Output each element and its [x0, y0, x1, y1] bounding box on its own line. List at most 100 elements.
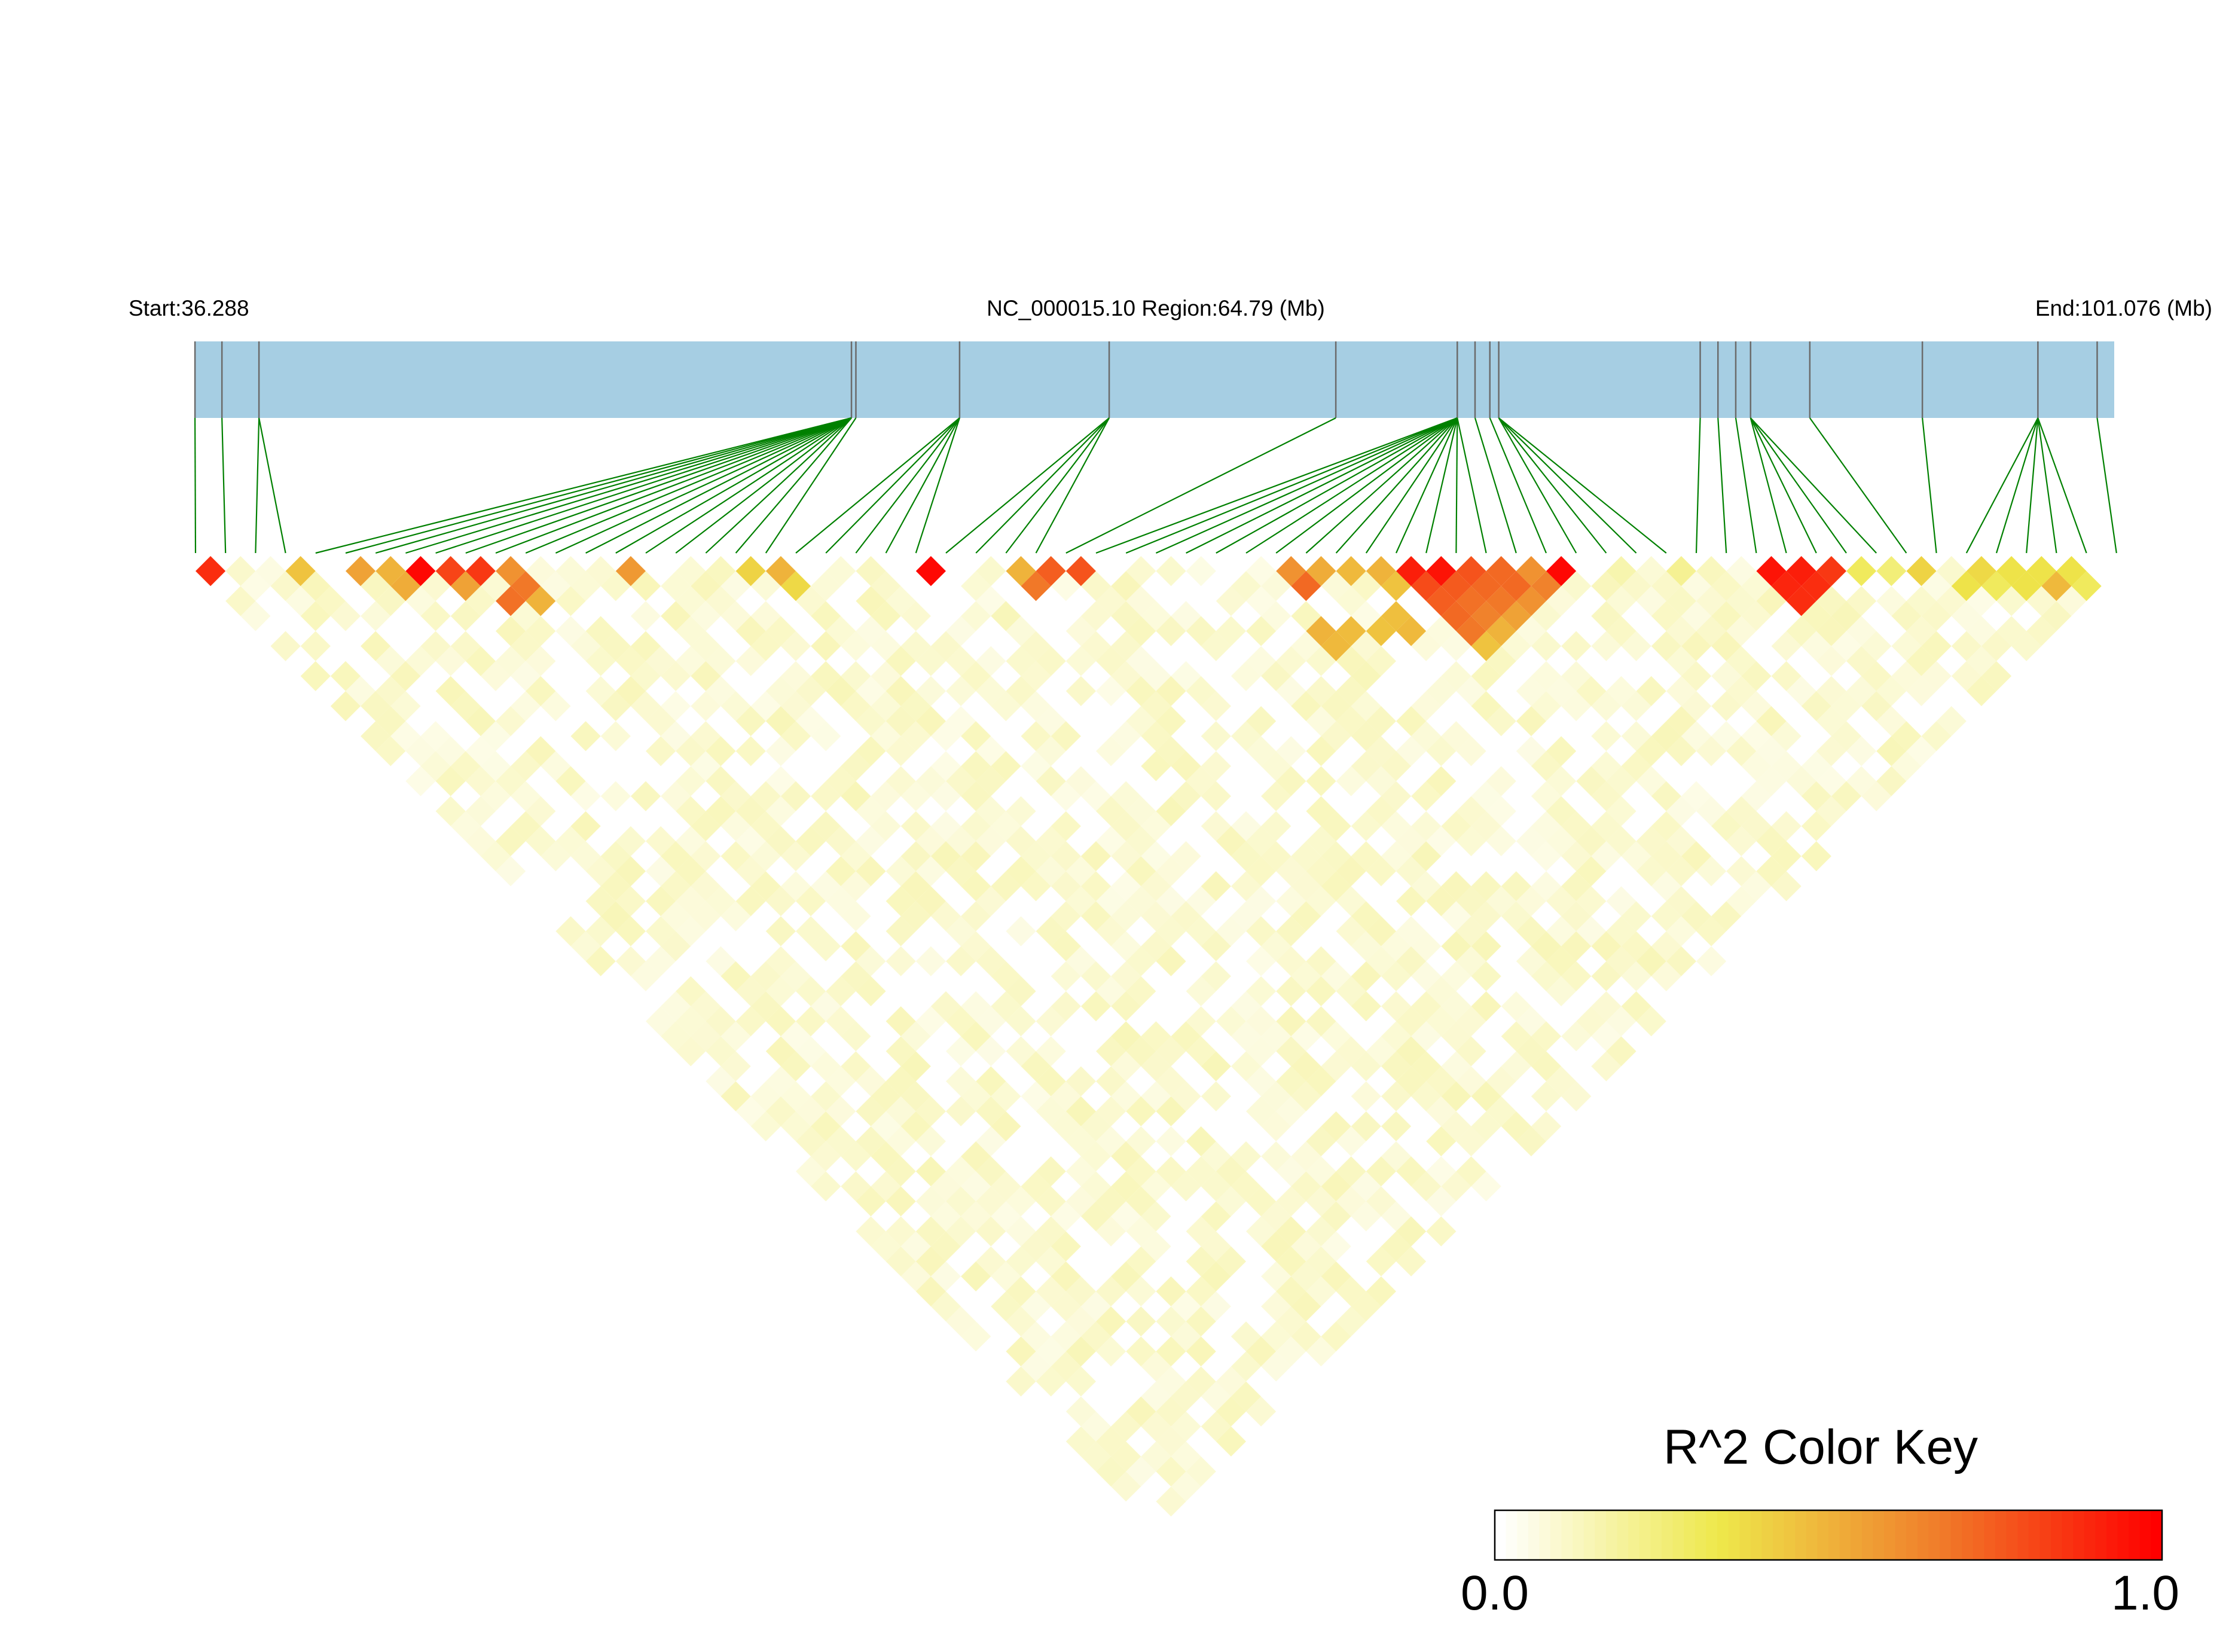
ld-cell: [1561, 1021, 1592, 1052]
ld-cell: [1201, 1411, 1231, 1442]
ld-cell: [1126, 1156, 1156, 1187]
ld-cell: [1336, 616, 1366, 646]
ld-cell: [1726, 646, 1757, 676]
ld-cell: [946, 1156, 976, 1187]
ld-cell: [811, 601, 841, 631]
ld-cell: [691, 1021, 721, 1052]
ld-cell: [1006, 1366, 1036, 1397]
color-key-swatch: [1617, 1510, 1629, 1560]
header-labels: Start:36.288 NC_000015.10 Region:64.79 (…: [129, 296, 2212, 320]
ld-cell: [1381, 571, 1412, 601]
ld-cell: [1426, 886, 1457, 917]
ld-cell: [1096, 1036, 1126, 1067]
color-key-swatch: [1839, 1510, 1851, 1560]
ld-cell: [1246, 1336, 1277, 1367]
ld-cell: [1726, 856, 1757, 887]
ld-cell: [1065, 1126, 1096, 1156]
ld-cell: [735, 1006, 766, 1037]
ld-cell: [796, 826, 826, 856]
snp-connector: [375, 417, 852, 554]
ld-cell: [1501, 1111, 1531, 1141]
ld-cell: [420, 721, 451, 752]
ld-cell: [1156, 1396, 1186, 1427]
ld-cell: [1336, 1126, 1366, 1156]
color-key-swatch: [1728, 1510, 1740, 1560]
ld-cell: [1501, 901, 1531, 932]
ld-cell: [1111, 931, 1141, 961]
ld-cell: [1201, 691, 1231, 722]
ld-cell: [1306, 676, 1336, 706]
ld-cell: [1756, 826, 1787, 856]
ld-cell: [1396, 1156, 1427, 1187]
ld-cell: [630, 961, 661, 991]
ld-cell: [541, 691, 571, 722]
ld-cell: [1546, 736, 1577, 767]
ld-cell: [1171, 1381, 1201, 1412]
color-key-swatch: [2039, 1510, 2051, 1560]
ld-cell: [1171, 601, 1201, 631]
ld-cell: [1756, 856, 1787, 887]
ld-cell: [1996, 586, 2027, 616]
ld-cell: [1471, 571, 1501, 601]
ld-cell: [1051, 1111, 1081, 1141]
color-key-swatch: [2106, 1510, 2118, 1560]
ld-cell: [676, 586, 706, 616]
ld-cell: [1741, 811, 1772, 841]
ld-cell: [2026, 556, 2057, 587]
ld-cell: [1051, 871, 1081, 902]
ld-cell: [496, 766, 526, 796]
ld-cell: [1591, 931, 1622, 961]
ld-cell: [1921, 721, 1952, 752]
ld-cell: [1516, 826, 1546, 856]
ld-cell: [1080, 571, 1112, 601]
ld-cell: [585, 916, 616, 946]
ld-cell: [886, 1156, 916, 1187]
ld-cell: [1471, 691, 1501, 722]
snp-connector: [615, 417, 852, 554]
ld-cell: [600, 871, 631, 902]
ld-cell: [1606, 886, 1636, 917]
ld-cell: [600, 781, 631, 811]
ld-cell: [1786, 766, 1816, 796]
ld-cell: [1411, 841, 1442, 872]
snp-connector: [1335, 417, 1458, 554]
ld-cell: [465, 826, 496, 856]
ld-cell: [691, 751, 721, 781]
ld-cell: [1261, 751, 1291, 781]
ld-cell: [1126, 676, 1156, 706]
ld-cell: [961, 991, 991, 1022]
ld-cell: [1096, 736, 1126, 767]
ld-cell: [1201, 961, 1231, 991]
ld-cell: [676, 796, 706, 826]
ld-cell: [1141, 601, 1171, 631]
ld-cell: [1591, 631, 1622, 661]
snp-connector: [255, 417, 260, 554]
ld-cell: [480, 721, 511, 752]
ld-cell: [1201, 1381, 1231, 1412]
ld-cell: [765, 736, 796, 767]
ld-cell: [1261, 781, 1291, 811]
color-key-swatch: [1539, 1510, 1551, 1560]
ld-cell: [1321, 721, 1351, 752]
ld-cell: [1351, 901, 1381, 932]
ld-cell: [1771, 841, 1802, 872]
ld-cell: [1546, 886, 1577, 917]
ld-cell: [1291, 1051, 1321, 1082]
ld-cell: [1486, 766, 1516, 796]
ld-cell: [1186, 1456, 1216, 1487]
ld-cell: [585, 856, 616, 887]
ld-cell: [1381, 1081, 1412, 1111]
ld-cell: [1816, 616, 1846, 646]
ld-cell: [915, 1186, 946, 1217]
ld-cell: [1246, 706, 1277, 737]
ld-cell: [1726, 826, 1757, 856]
ld-cell: [1561, 901, 1592, 932]
ld-cell: [750, 871, 781, 902]
ld-cell: [1366, 1276, 1396, 1306]
ld-cell: [1621, 721, 1651, 752]
ld-cell: [720, 961, 751, 991]
ld-cell: [1021, 751, 1051, 781]
ld-cell: [856, 1186, 886, 1217]
ld-cell: [1366, 1246, 1396, 1277]
ld-cell: [1276, 1306, 1306, 1337]
